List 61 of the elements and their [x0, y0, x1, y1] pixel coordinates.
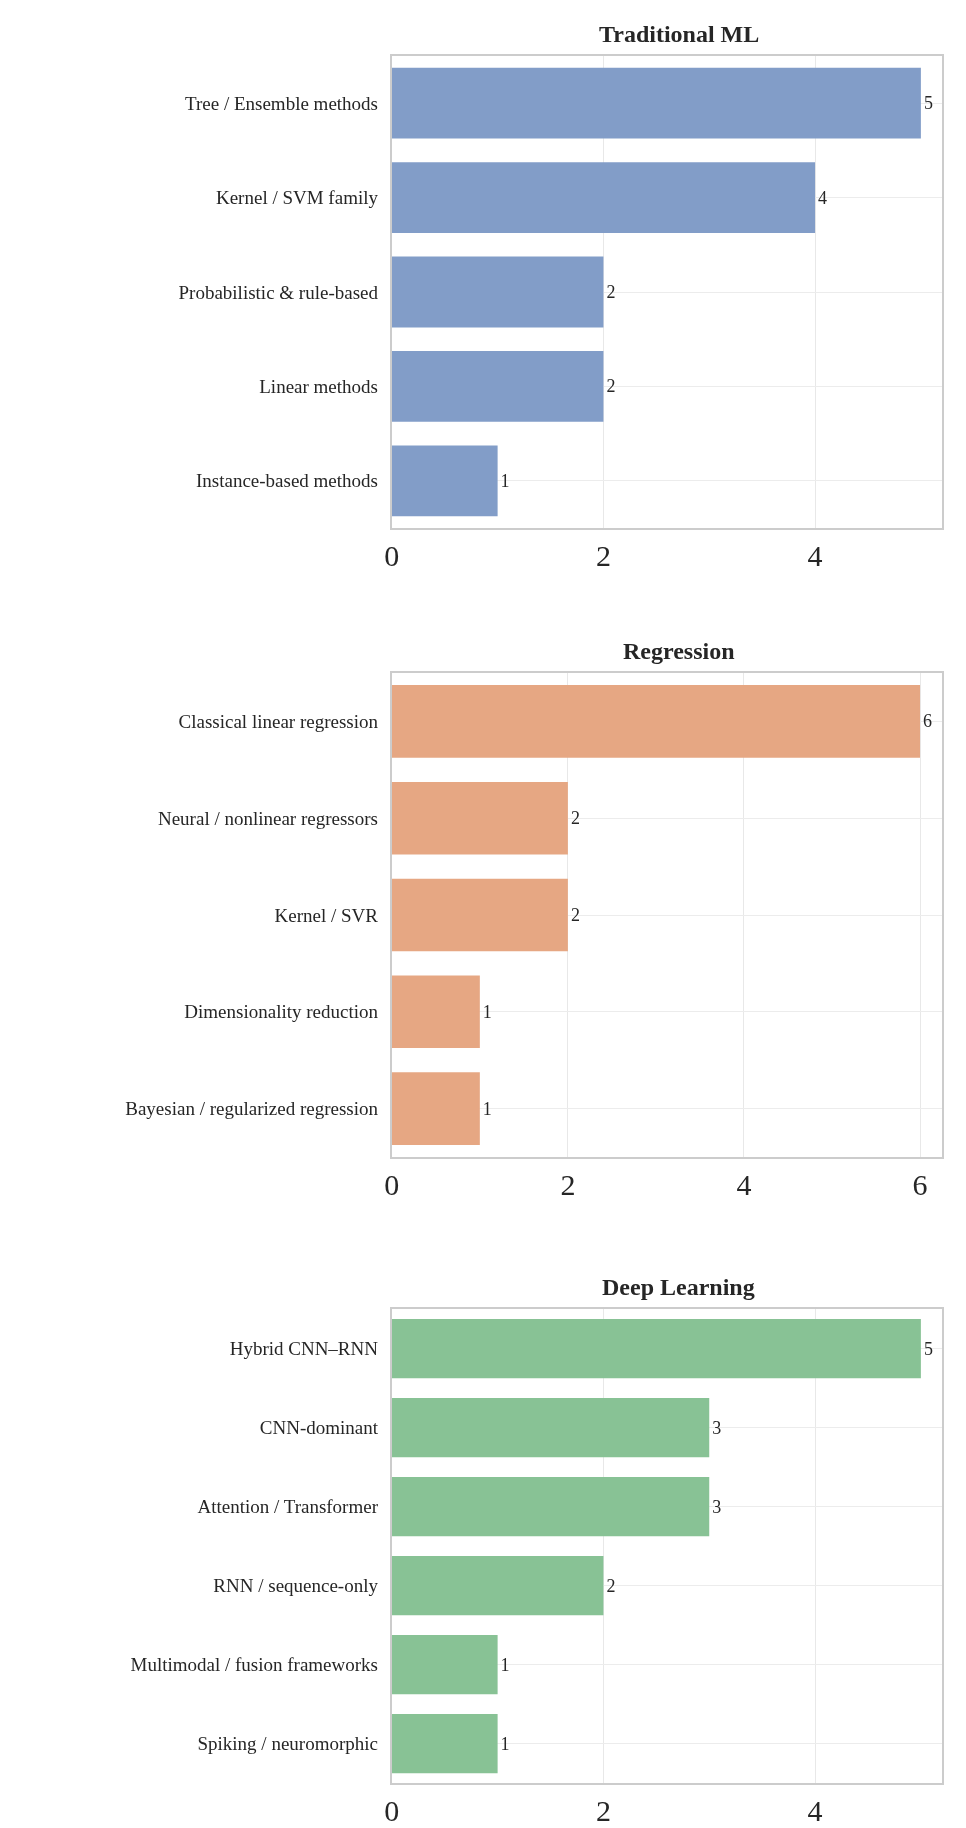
- y-tick-label: Classical linear regression: [178, 711, 379, 733]
- x-tick-label: 4: [807, 539, 823, 572]
- y-tick-label: Bayesian / regularized regression: [125, 1098, 379, 1120]
- x-tick-label: 2: [560, 1168, 576, 1201]
- y-tick-label: Hybrid CNN–RNN: [229, 1338, 379, 1360]
- x-tick-label: 6: [912, 1168, 928, 1201]
- bar: [391, 1634, 498, 1695]
- chart-title: Regression: [623, 638, 735, 664]
- bar: [391, 975, 480, 1049]
- bar: [391, 1072, 480, 1145]
- data-label: 1: [500, 1733, 510, 1754]
- y-tick-label: Spiking / neuromorphic: [197, 1733, 378, 1755]
- bar: [391, 256, 604, 328]
- x-tick-label: 4: [736, 1168, 752, 1201]
- x-tick-label: 0: [384, 1794, 400, 1827]
- y-tick-label: Attention / Transformer: [197, 1496, 379, 1518]
- data-label: 1: [500, 470, 510, 491]
- data-label: 2: [606, 282, 616, 302]
- bar: [391, 685, 921, 758]
- data-label: 3: [712, 1417, 722, 1438]
- x-tick-label: 2: [595, 1794, 611, 1827]
- data-label: 1: [500, 1654, 510, 1675]
- bar: [391, 351, 604, 422]
- y-tick-label: CNN-dominant: [259, 1417, 379, 1439]
- bar: [391, 67, 921, 139]
- data-label: 6: [923, 711, 933, 732]
- y-tick-label: Linear methods: [259, 376, 378, 398]
- y-tick-label: Tree / Ensemble methods: [185, 92, 378, 114]
- bar: [391, 781, 568, 855]
- y-tick-label: Dimensionality reduction: [184, 1001, 379, 1023]
- data-label: 4: [818, 187, 828, 208]
- chart-title: Traditional ML: [599, 21, 760, 47]
- y-tick-label: RNN / sequence-only: [213, 1575, 379, 1597]
- bar: [391, 1555, 604, 1616]
- y-tick-label: Multimodal / fusion frameworks: [130, 1654, 378, 1676]
- bar: [391, 878, 568, 952]
- data-label: 2: [606, 1575, 616, 1596]
- x-tick-label: 0: [384, 539, 400, 572]
- x-tick-label: 2: [595, 539, 611, 572]
- data-label: 2: [570, 808, 580, 829]
- y-tick-label: Instance-based methods: [195, 470, 378, 492]
- bar: [391, 1713, 498, 1774]
- bar: [391, 1476, 710, 1537]
- data-label: 5: [923, 93, 933, 114]
- y-tick-label: Neural / nonlinear regressors: [157, 807, 378, 829]
- bar: [391, 1318, 921, 1379]
- data-label: 3: [712, 1496, 722, 1517]
- y-tick-label: Probabilistic & rule-based: [178, 281, 379, 303]
- bar: [391, 162, 816, 233]
- bar: [391, 1397, 710, 1458]
- data-label: 1: [482, 1098, 492, 1119]
- chart-title: Deep Learning: [602, 1274, 755, 1300]
- data-label: 1: [482, 1001, 492, 1022]
- x-tick-label: 4: [807, 1794, 823, 1827]
- data-label: 2: [570, 905, 580, 925]
- data-label: 5: [923, 1338, 933, 1359]
- y-tick-label: Kernel / SVM family: [215, 187, 379, 209]
- y-tick-label: Kernel / SVR: [274, 904, 379, 926]
- data-label: 2: [606, 376, 616, 397]
- x-tick-label: 0: [384, 1168, 400, 1201]
- bar: [391, 445, 498, 517]
